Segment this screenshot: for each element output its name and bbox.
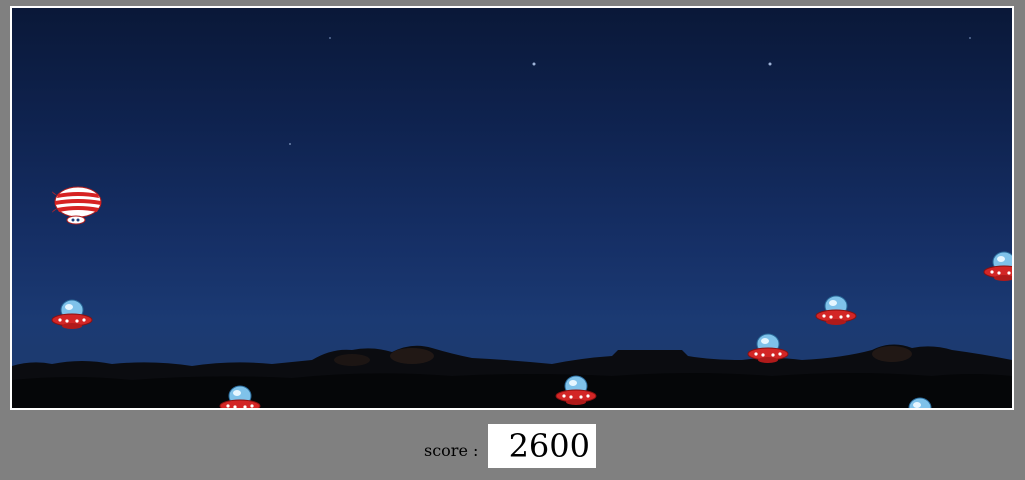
ufo-enemy <box>815 295 857 325</box>
ufo-enemy <box>219 385 261 408</box>
score-panel: score : 2600 <box>0 424 1025 468</box>
treeline <box>12 344 1012 408</box>
score-value: 2600 <box>488 424 596 468</box>
score-label: score : <box>424 441 479 460</box>
ufo-enemy <box>51 299 93 329</box>
sky-scene <box>12 37 1012 408</box>
player-blimp <box>52 186 102 225</box>
star <box>969 37 971 39</box>
ufo-enemy <box>555 375 597 405</box>
ufo-enemy <box>908 397 932 408</box>
star <box>289 143 291 145</box>
ufo-enemy <box>983 251 1012 281</box>
game-canvas[interactable] <box>10 6 1014 410</box>
ufo-enemy <box>747 333 789 363</box>
star <box>329 37 331 39</box>
star <box>768 62 772 66</box>
star <box>532 62 536 66</box>
